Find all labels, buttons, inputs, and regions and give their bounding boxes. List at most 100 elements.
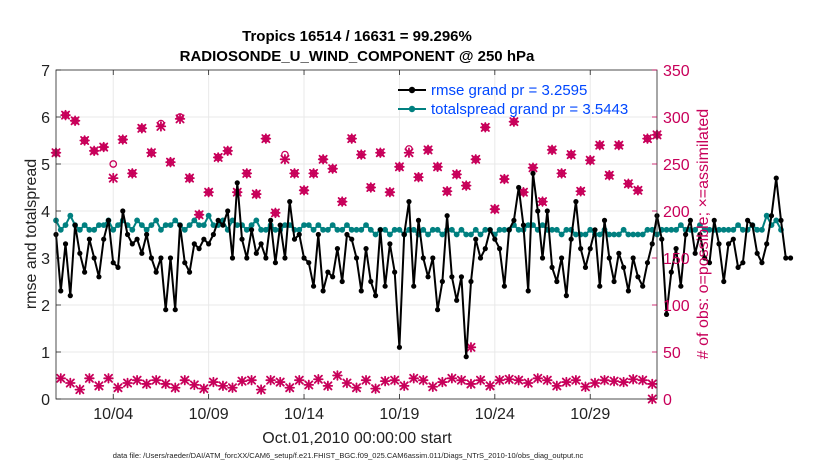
rmse-point <box>148 255 154 261</box>
obs-assimilated-marker <box>127 168 138 179</box>
totalspread-point <box>429 226 436 233</box>
totalspread-point <box>186 222 193 229</box>
y-tick-label-left: 3 <box>41 251 50 268</box>
totalspread-point <box>96 222 102 229</box>
totalspread-point <box>425 231 431 238</box>
totalspread-point <box>305 222 312 229</box>
totalspread-point <box>730 226 737 233</box>
rmse-point <box>163 307 169 313</box>
totalspread-point <box>472 226 479 233</box>
rmse-point <box>215 217 221 223</box>
x-tick-label: 10/14 <box>284 406 324 423</box>
obs-assimilated-marker <box>599 374 610 386</box>
rmse-point <box>745 217 751 223</box>
obs-assimilated-marker <box>198 383 210 394</box>
rmse-point <box>129 241 135 247</box>
rmse-point <box>740 260 746 266</box>
rmse-point <box>382 283 388 289</box>
legend-rmse-marker <box>408 86 416 94</box>
rmse-point <box>225 208 231 214</box>
obs-assimilated-marker <box>179 374 191 386</box>
obs-assimilated-marker <box>570 374 582 386</box>
obs-assimilated-marker <box>561 376 572 388</box>
rmse-point <box>420 255 426 261</box>
obs-assimilated-marker <box>632 185 644 196</box>
totalspread-point <box>181 226 188 233</box>
rmse-point <box>272 260 279 266</box>
obs-assimilated-marker <box>165 156 176 168</box>
rmse-point <box>368 278 374 285</box>
totalspread-point <box>434 226 441 233</box>
rmse-point <box>411 283 417 289</box>
totalspread-point <box>673 226 679 233</box>
obs-assimilated-marker <box>518 186 529 198</box>
totalspread-point <box>382 226 389 233</box>
obs-assimilated-marker <box>494 374 505 386</box>
rmse-point <box>282 255 288 261</box>
rmse-point <box>77 250 83 256</box>
rmse-point <box>725 241 732 247</box>
rmse-point <box>549 264 555 270</box>
rmse-point <box>544 208 550 214</box>
rmse-point <box>563 293 569 299</box>
totalspread-point <box>606 231 613 238</box>
rmse-point <box>477 255 484 261</box>
obs-assimilated-marker <box>375 147 386 158</box>
totalspread-point <box>630 231 637 238</box>
totalspread-point <box>143 226 150 233</box>
obs-assimilated-marker <box>279 154 291 165</box>
totalspread-point <box>496 226 503 233</box>
rmse-point <box>67 293 73 299</box>
obs-assimilated-marker <box>522 377 534 389</box>
rmse-point <box>177 222 183 228</box>
rmse-point <box>473 236 479 242</box>
obs-assimilated-marker <box>79 135 90 146</box>
rmse-point <box>601 217 608 223</box>
totalspread-point <box>81 222 88 229</box>
obs-assimilated-marker <box>384 186 396 198</box>
obs-assimilated-marker <box>122 377 133 389</box>
data-file-footer: data file: /Users/raeder/DAI/ATM_forcXX/… <box>113 451 584 460</box>
rmse-point <box>711 217 717 223</box>
rmse-point <box>72 222 78 228</box>
totalspread-point <box>639 231 646 238</box>
totalspread-point <box>129 226 136 233</box>
rmse-point <box>339 278 345 285</box>
totalspread-point <box>759 226 765 233</box>
totalspread-point <box>296 226 303 233</box>
grid <box>56 70 657 399</box>
obs-assimilated-marker <box>112 382 124 393</box>
rmse-point <box>511 217 517 223</box>
totalspread-point <box>549 226 555 233</box>
totalspread-point <box>677 222 684 229</box>
rmse-point <box>735 264 741 270</box>
rmse-point <box>425 274 431 280</box>
rmse-point <box>482 246 488 252</box>
obs-assimilated-marker <box>480 122 491 133</box>
totalspread-point <box>706 226 713 233</box>
totalspread-point <box>196 222 202 229</box>
obs-assimilated-marker <box>604 170 615 181</box>
legend: rmse grand pr = 3.2595 totalspread grand… <box>398 82 628 118</box>
rmse-point <box>105 217 112 223</box>
rmse-point <box>153 269 159 275</box>
obs-assimilated-marker <box>623 178 634 189</box>
obs-assimilated-marker <box>246 374 257 386</box>
rmse-point <box>640 283 646 289</box>
totalspread-point <box>262 226 269 233</box>
totalspread-point <box>668 226 675 233</box>
obs-assimilated-marker <box>499 173 510 185</box>
obs-assimilated-marker <box>527 162 539 173</box>
obs-assimilated-marker <box>460 180 472 191</box>
rmse-point <box>768 213 775 219</box>
rmse-point <box>559 255 565 261</box>
obs-assimilated-marker <box>618 376 629 388</box>
obs-assimilated-marker <box>241 168 253 179</box>
obs-assimilated-marker <box>289 168 300 179</box>
totalspread-point <box>339 226 346 233</box>
rmse-point <box>706 260 713 266</box>
obs-assimilated-marker <box>647 378 658 390</box>
rmse-point <box>134 236 140 242</box>
totalspread-point <box>611 231 617 238</box>
totalspread-point <box>248 222 255 229</box>
